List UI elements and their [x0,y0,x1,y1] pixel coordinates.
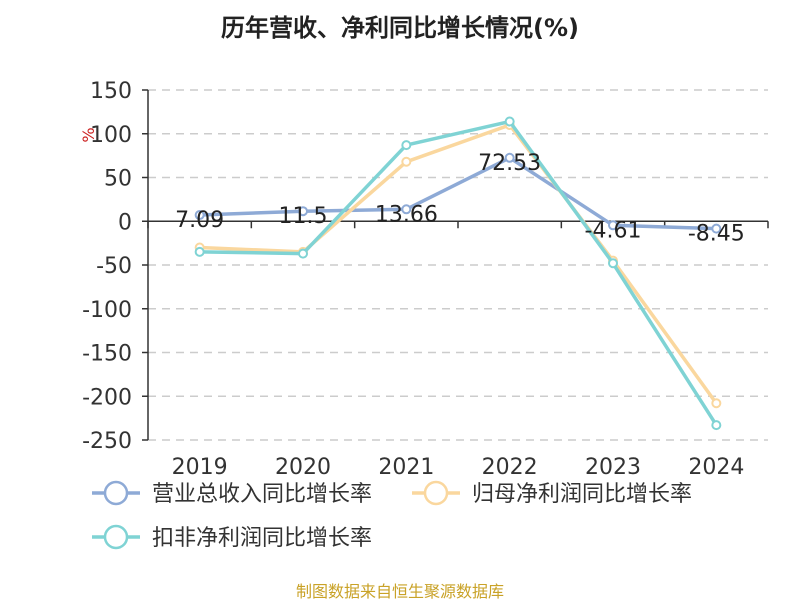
y-tick-label: -150 [82,342,132,367]
source-footer: 制图数据来自恒生聚源数据库 [295,582,504,601]
chart-title: 历年营收、净利同比增长情况(%) [221,14,579,42]
data-point [711,420,722,431]
legend-label: 营业总收入同比增长率 [152,482,372,507]
x-tick-label: 2019 [172,455,228,480]
data-label: -8.45 [688,222,745,247]
series-line-3 [199,119,718,427]
series-line-2 [199,123,718,405]
data-point [194,210,205,221]
data-label: 7.09 [175,208,224,233]
legend-swatch-marker [103,524,129,550]
data-label: 72.53 [478,151,541,176]
data-point [298,206,308,217]
x-tick-labels: 2019 2020 2021 2022 2023 2024 [172,455,745,480]
y-tick-label: 150 [90,79,132,104]
data-label: 11.5 [279,204,328,229]
data-label: -4.61 [585,218,642,243]
data-point [401,156,412,167]
y-tick-label: 0 [118,210,132,235]
data-point [608,220,618,231]
legend-item: 营业总收入同比增长率 [92,480,372,507]
x-tick-label: 2021 [378,455,434,480]
data-label: 13.66 [375,202,438,227]
axes [142,89,769,441]
y-tick-label: -50 [96,254,132,279]
y-axis-unit: % [79,127,98,142]
data-point [711,398,722,409]
data-labels: 7.09 11.5 13.66 72.53 -4.61 -8.45 [175,151,745,247]
data-point [401,204,412,215]
y-tick-label: -250 [82,429,132,454]
series-lines [194,116,722,431]
data-point [401,140,412,151]
y-tick-labels: 150 100 50 0 -50 -100 -150 -200 -250 [82,79,132,454]
data-point [504,116,515,127]
data-point [608,258,618,269]
series-line-1 [199,156,717,231]
legend-label: 扣非净利润同比增长率 [152,526,372,551]
x-tick-label: 2020 [275,455,331,480]
data-point [504,152,515,163]
x-tick-label: 2024 [688,455,744,480]
y-tick-label: -200 [82,385,132,410]
x-tick-label: 2023 [585,455,641,480]
legend-item: 扣非净利润同比增长率 [92,524,372,551]
legend-swatch-marker [423,480,449,506]
legend-swatch-marker [103,480,129,506]
legend-item: 归母净利润同比增长率 [412,480,692,507]
data-point [711,223,722,234]
data-point [298,248,308,259]
data-point [194,246,205,257]
legend-label: 归母净利润同比增长率 [472,482,692,507]
y-tick-label: 50 [104,167,132,192]
x-tick-label: 2022 [482,455,538,480]
y-tick-label: -100 [82,298,132,323]
y-tick-label: 100 [90,123,132,148]
